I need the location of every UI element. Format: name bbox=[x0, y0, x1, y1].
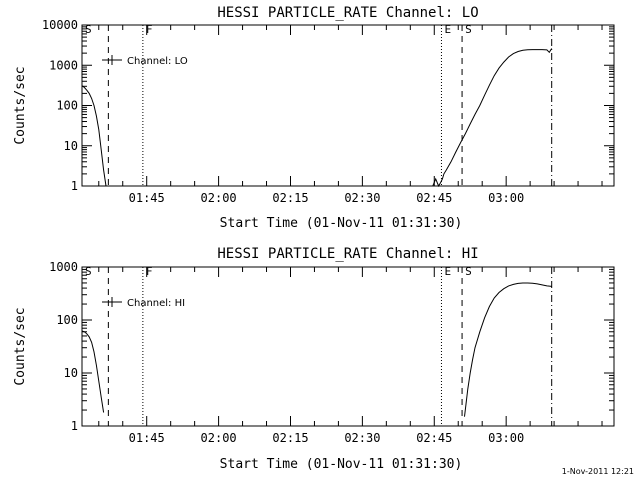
chart-title: HESSI PARTICLE_RATE Channel: LO bbox=[217, 5, 478, 21]
y-tick-label: 10 bbox=[64, 139, 78, 153]
x-tick-label: 01:45 bbox=[129, 431, 165, 445]
x-tick-label: 03:00 bbox=[488, 431, 524, 445]
plot-frame bbox=[81, 266, 615, 427]
lo-channel-plot: HESSI PARTICLE_RATE Channel: LO 1 10 100 100… bbox=[13, 5, 615, 231]
marker-label: S bbox=[465, 265, 472, 278]
x-axis-label: Start Time (01-Nov-11 01:31:30) bbox=[220, 216, 463, 231]
marker-label: E bbox=[444, 23, 451, 36]
marker-label: S bbox=[85, 23, 92, 36]
x-tick-label: 03:00 bbox=[488, 191, 524, 205]
x-tick-label: 02:30 bbox=[344, 431, 380, 445]
y-tick-label: 1 bbox=[71, 179, 78, 193]
x-axis-label: Start Time (01-Nov-11 01:31:30) bbox=[220, 457, 463, 472]
x-tick-label: 01:45 bbox=[129, 191, 165, 205]
y-tick-label: 10 bbox=[64, 366, 78, 380]
series-line-segment bbox=[432, 48, 553, 188]
marker-label: F bbox=[146, 23, 153, 36]
timestamp: 1-Nov-2011 12:21 bbox=[562, 467, 634, 476]
x-tick-label: 02:15 bbox=[272, 191, 308, 205]
marker-label: F bbox=[146, 265, 153, 278]
chart-title: HESSI PARTICLE_RATE Channel: HI bbox=[217, 246, 478, 262]
y-tick-label: 100 bbox=[56, 99, 78, 113]
y-tick-label: 1000 bbox=[49, 58, 78, 72]
x-tick-label: 02:00 bbox=[201, 431, 237, 445]
y-tick-label: 100 bbox=[56, 313, 78, 327]
series-line-segment bbox=[464, 282, 552, 417]
hi-channel-plot: HESSI PARTICLE_RATE Channel: HI 1 10 100 100… bbox=[13, 246, 615, 472]
marker-label: E bbox=[444, 265, 451, 278]
legend-label: Channel: LO bbox=[127, 56, 188, 67]
y-axis-label: Counts/sec bbox=[13, 66, 28, 144]
y-tick-label: 1 bbox=[71, 419, 78, 433]
x-tick-label: 02:00 bbox=[201, 191, 237, 205]
y-axis-label: Counts/sec bbox=[13, 307, 28, 385]
y-tick-label: 1000 bbox=[49, 260, 78, 274]
legend-label: Channel: HI bbox=[127, 298, 185, 309]
series-line-segment bbox=[81, 330, 105, 413]
marker-label: S bbox=[85, 265, 92, 278]
x-tick-label: 02:45 bbox=[416, 431, 452, 445]
x-tick-label: 02:30 bbox=[344, 191, 380, 205]
y-tick-label: 10000 bbox=[42, 18, 78, 32]
series-line-segment bbox=[81, 85, 107, 187]
x-tick-label: 02:15 bbox=[272, 431, 308, 445]
x-tick-label: 02:45 bbox=[416, 191, 452, 205]
marker-label: S bbox=[465, 23, 472, 36]
